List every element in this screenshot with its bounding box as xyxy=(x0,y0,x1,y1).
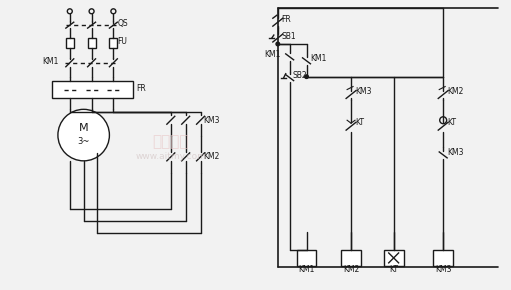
Text: FR: FR xyxy=(136,84,146,93)
Text: 艾特贸易: 艾特贸易 xyxy=(153,135,189,150)
Bar xyxy=(296,250,316,266)
Text: KM2: KM2 xyxy=(203,152,220,162)
Text: M: M xyxy=(79,123,88,133)
Text: KM3: KM3 xyxy=(203,116,220,125)
Text: KM2: KM2 xyxy=(343,265,359,274)
Text: KM3: KM3 xyxy=(435,265,451,274)
Bar xyxy=(341,250,361,266)
Bar xyxy=(66,38,74,48)
Text: www.aitmy.com: www.aitmy.com xyxy=(135,152,206,162)
Text: KM1: KM1 xyxy=(264,50,281,59)
Bar xyxy=(109,38,118,48)
Text: KM3: KM3 xyxy=(447,148,463,157)
Text: KM1: KM1 xyxy=(311,54,327,63)
Text: SB1: SB1 xyxy=(282,32,296,41)
Circle shape xyxy=(276,42,280,46)
Text: KT: KT xyxy=(447,118,456,127)
Text: KM3: KM3 xyxy=(355,87,371,96)
Bar xyxy=(433,250,453,266)
Text: KM1: KM1 xyxy=(42,57,58,66)
Circle shape xyxy=(58,109,109,161)
Text: 3~: 3~ xyxy=(78,137,90,146)
Text: SB2: SB2 xyxy=(293,71,307,80)
Text: KT: KT xyxy=(389,265,398,274)
Text: QS: QS xyxy=(118,19,128,28)
Bar xyxy=(384,250,404,266)
Circle shape xyxy=(305,75,308,78)
Text: KT: KT xyxy=(355,118,364,127)
Bar xyxy=(87,38,96,48)
Text: KM1: KM1 xyxy=(298,265,315,274)
Bar xyxy=(52,81,133,98)
Text: FU: FU xyxy=(118,37,127,46)
Text: FR: FR xyxy=(282,15,291,24)
Text: KM2: KM2 xyxy=(447,87,463,96)
